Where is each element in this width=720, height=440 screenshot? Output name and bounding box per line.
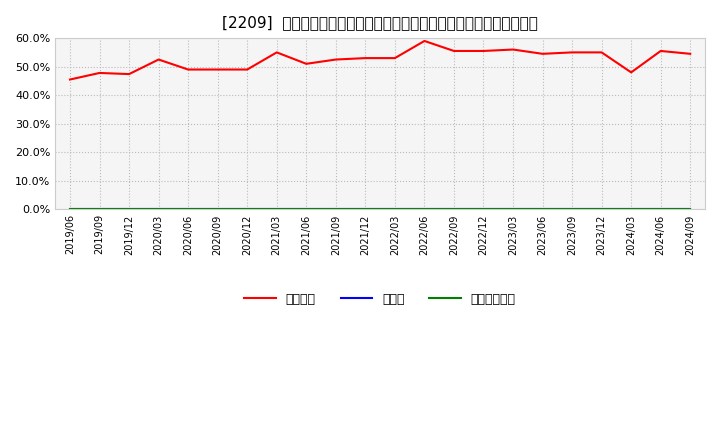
のれん xyxy=(686,207,695,212)
のれん xyxy=(657,207,665,212)
のれん xyxy=(361,207,369,212)
のれん xyxy=(420,207,428,212)
繰延税金資産 xyxy=(598,207,606,212)
自己資本 xyxy=(598,50,606,55)
のれん xyxy=(449,207,458,212)
のれん xyxy=(184,207,192,212)
自己資本 xyxy=(420,38,428,44)
自己資本 xyxy=(627,70,636,75)
繰延税金資産 xyxy=(627,207,636,212)
繰延税金資産 xyxy=(568,207,577,212)
自己資本 xyxy=(213,67,222,72)
自己資本 xyxy=(331,57,340,62)
繰延税金資産 xyxy=(243,207,251,212)
自己資本 xyxy=(154,57,163,62)
のれん xyxy=(627,207,636,212)
のれん xyxy=(509,207,518,212)
のれん xyxy=(302,207,310,212)
自己資本 xyxy=(361,55,369,61)
自己資本 xyxy=(95,70,104,76)
のれん xyxy=(213,207,222,212)
Title: [2209]  自己資本、のれん、繰延税金資産の総資産に対する比率の推移: [2209] 自己資本、のれん、繰延税金資産の総資産に対する比率の推移 xyxy=(222,15,538,30)
繰延税金資産 xyxy=(331,207,340,212)
のれん xyxy=(95,207,104,212)
自己資本 xyxy=(509,47,518,52)
Line: 自己資本: 自己資本 xyxy=(70,41,690,80)
繰延税金資産 xyxy=(361,207,369,212)
自己資本 xyxy=(302,61,310,66)
繰延税金資産 xyxy=(125,207,133,212)
繰延税金資産 xyxy=(480,207,488,212)
自己資本 xyxy=(539,51,547,56)
繰延税金資産 xyxy=(66,207,74,212)
繰延税金資産 xyxy=(686,207,695,212)
のれん xyxy=(66,207,74,212)
繰延税金資産 xyxy=(509,207,518,212)
繰延税金資産 xyxy=(539,207,547,212)
のれん xyxy=(243,207,251,212)
繰延税金資産 xyxy=(95,207,104,212)
繰延税金資産 xyxy=(420,207,428,212)
繰延税金資産 xyxy=(184,207,192,212)
のれん xyxy=(272,207,281,212)
繰延税金資産 xyxy=(302,207,310,212)
のれん xyxy=(568,207,577,212)
繰延税金資産 xyxy=(390,207,399,212)
繰延税金資産 xyxy=(449,207,458,212)
繰延税金資産 xyxy=(272,207,281,212)
繰延税金資産 xyxy=(213,207,222,212)
のれん xyxy=(154,207,163,212)
自己資本 xyxy=(272,50,281,55)
自己資本 xyxy=(657,48,665,54)
自己資本 xyxy=(125,71,133,77)
自己資本 xyxy=(449,48,458,54)
自己資本 xyxy=(568,50,577,55)
繰延税金資産 xyxy=(154,207,163,212)
自己資本 xyxy=(66,77,74,82)
自己資本 xyxy=(480,48,488,54)
のれん xyxy=(598,207,606,212)
のれん xyxy=(539,207,547,212)
自己資本 xyxy=(686,51,695,56)
のれん xyxy=(125,207,133,212)
のれん xyxy=(390,207,399,212)
繰延税金資産 xyxy=(657,207,665,212)
自己資本 xyxy=(184,67,192,72)
のれん xyxy=(480,207,488,212)
Legend: 自己資本, のれん, 繰延税金資産: 自己資本, のれん, 繰延税金資産 xyxy=(240,288,521,311)
自己資本 xyxy=(243,67,251,72)
のれん xyxy=(331,207,340,212)
自己資本 xyxy=(390,55,399,61)
